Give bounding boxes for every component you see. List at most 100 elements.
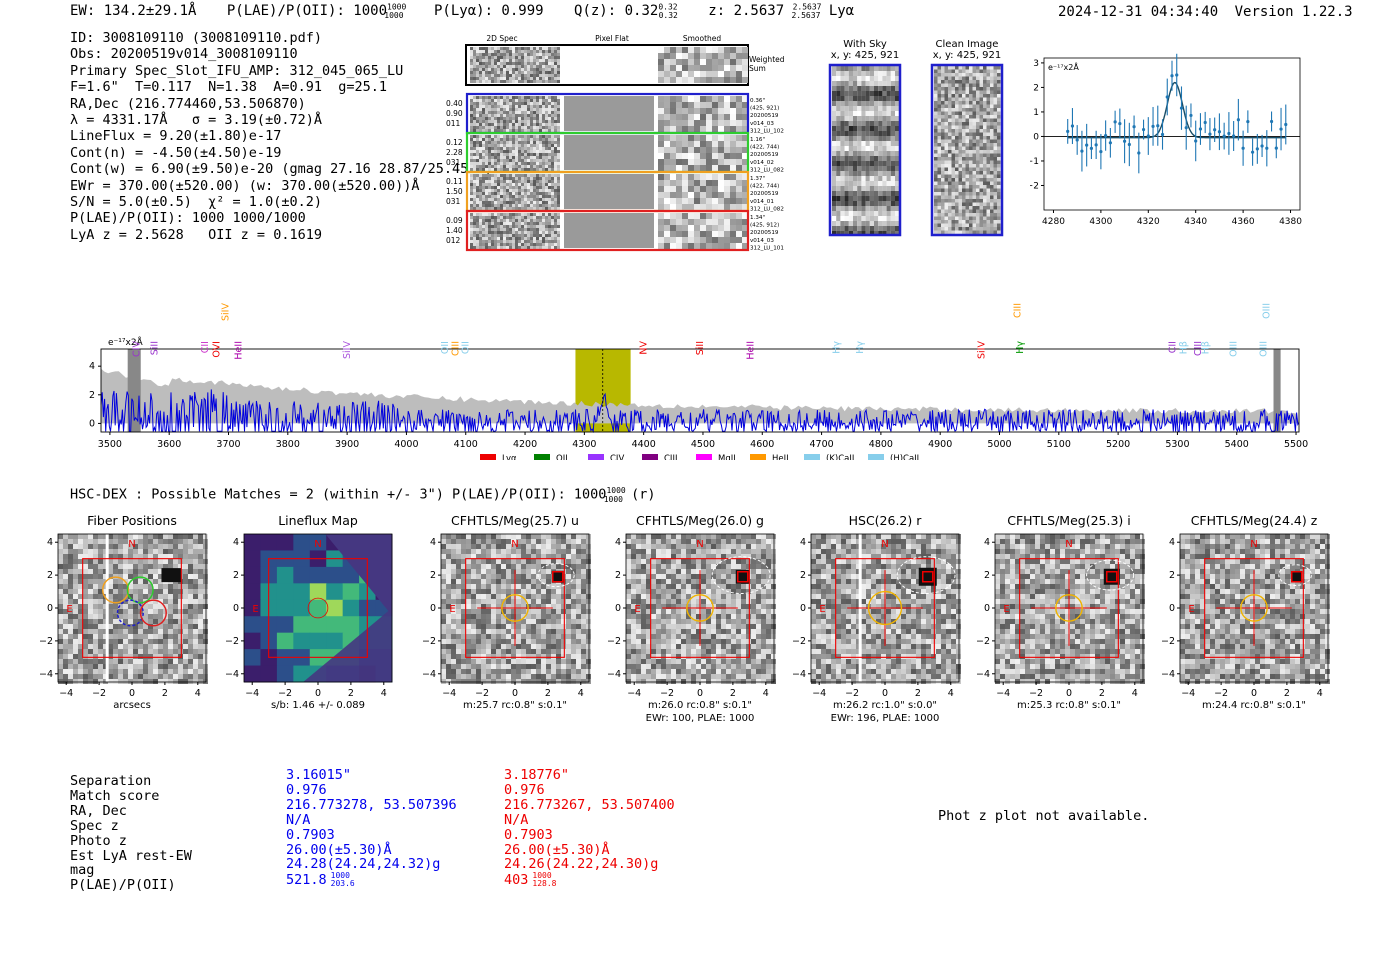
east-label: E xyxy=(1188,604,1194,615)
fit-data-point xyxy=(1284,104,1288,145)
cutout-ytick-label: 0 xyxy=(233,603,239,614)
spec-xtick-label: 4000 xyxy=(394,439,418,450)
summary-line: Obs: 20200519v014_3008109110 xyxy=(70,46,298,63)
svg-text:OII: OII xyxy=(461,341,472,354)
north-label: N xyxy=(696,539,703,550)
fiber-meta: v014_03 xyxy=(750,238,774,244)
spec-xtick-label: 3500 xyxy=(98,439,122,450)
svg-text:OII: OII xyxy=(556,454,568,460)
fit-data-point xyxy=(1217,113,1222,151)
cutout-title: CFHTLS/Meg(25.7) u xyxy=(451,513,579,528)
fiber-meta: 20200519 xyxy=(750,113,779,119)
match-label: Spec z xyxy=(70,817,119,834)
emission-line-label: SiIV xyxy=(342,341,353,359)
fiber-meta: 20200519 xyxy=(750,230,779,236)
match-red-value: 3.18776" xyxy=(504,767,570,783)
fiber-stat: 0.11 xyxy=(446,177,463,186)
fit-data-point xyxy=(1170,60,1174,91)
fit-ytick-label: −1 xyxy=(1030,157,1039,167)
emission-line-label: SiII xyxy=(149,341,160,355)
spec-xtick-label: 4900 xyxy=(928,439,952,450)
match-blue-value: 521.8 1000 203.6 xyxy=(286,871,355,889)
fit-data-point xyxy=(1108,127,1112,158)
header-bar: EW: 134.2±29.1Å P(LAE)/P(OII): 100010001… xyxy=(70,2,876,20)
image-cutouts-row: Fiber Positions N E −4 −2 0 2 4 4 2 0 −2 −4 arcsecs Li… xyxy=(40,513,1330,724)
fit-data-point xyxy=(1094,130,1098,160)
cutout-xtick-label: −4 xyxy=(1181,688,1195,699)
fit-data-point xyxy=(1175,53,1179,97)
aperture-circle xyxy=(686,594,714,622)
match-ellipse xyxy=(896,556,956,595)
fiber-pixel-flat xyxy=(564,96,654,131)
fiber-stat: 031 xyxy=(446,197,461,206)
east-label: E xyxy=(252,604,258,615)
cutout-xtick-label: 4 xyxy=(195,688,201,699)
emission-line-label: HeII xyxy=(745,341,756,360)
cutout-xtick-label: 4 xyxy=(578,688,584,699)
emission-line-label: Hβ xyxy=(1178,341,1189,354)
fit-data-point xyxy=(1089,137,1094,160)
header-qz: Q(z): 0.320.320.32 xyxy=(574,2,678,21)
match-red-value: 24.26(24.22,24.30)g xyxy=(504,856,659,873)
svg-text:SiIV: SiIV xyxy=(977,341,988,359)
spec-xtick-label: 3700 xyxy=(216,439,240,450)
north-label: N xyxy=(314,539,321,550)
fiber-meta: 0.36" xyxy=(750,98,765,104)
fiber-stat: 0.09 xyxy=(446,216,463,225)
cutout-title: HSC(26.2) r xyxy=(849,513,923,528)
cutout-ytick-label: −4 xyxy=(1161,669,1175,680)
emission-line-label: Hγ xyxy=(1015,341,1026,354)
fiber-meta: 1.37" xyxy=(750,176,765,182)
cutout-ytick-label: 0 xyxy=(430,603,436,614)
fiber-meta: 1.34" xyxy=(750,215,765,221)
svg-text:OII: OII xyxy=(440,341,451,354)
spec-ytick-label: 0 xyxy=(89,418,95,429)
cutout-xtick-label: 0 xyxy=(1251,688,1257,699)
svg-text:CIII: CIII xyxy=(1193,341,1204,356)
fit-ytick-label: 1 xyxy=(1033,108,1039,118)
cutout-xtick-label: −2 xyxy=(660,688,674,699)
cutout-caption: m:25.7 rc:0.8" s:0.1" xyxy=(463,700,567,711)
cutout-title: Fiber Positions xyxy=(87,513,177,528)
fit-xtick-label: 4340 xyxy=(1184,217,1207,227)
weighted-sum-label: Sum xyxy=(749,64,766,73)
fiber-meta: 312_LU_102 xyxy=(750,128,784,134)
full-spectrum-plot: 3500 3600 3700 3800 3900 4000 4100 4200 4300 4400… xyxy=(89,303,1308,460)
fit-data-point xyxy=(1203,111,1207,134)
spectrum-axes xyxy=(100,348,1300,433)
sky-panel-frame xyxy=(930,63,1004,237)
fit-data-point xyxy=(1227,112,1231,155)
svg-text:OIII: OIII xyxy=(1229,341,1240,357)
cutout-header: 2D Spec xyxy=(486,34,517,43)
fit-data-point xyxy=(1137,132,1141,174)
timestamp: 2024-12-31 04:34:40 Version 1.22.3 xyxy=(1058,4,1353,20)
cutout-ytick-label: 4 xyxy=(800,537,806,548)
cutout-xtick-label: 0 xyxy=(315,688,321,699)
fit-unit-label: e⁻¹⁷x2Å xyxy=(1048,61,1079,72)
cutout-ytick-label: 4 xyxy=(615,537,621,548)
fiber-stat: 0.90 xyxy=(446,109,463,118)
fit-data-point xyxy=(1075,125,1079,155)
spec-xtick-label: 4300 xyxy=(572,439,596,450)
spec-legend-item: CIII xyxy=(642,454,677,460)
fiber-smoothed xyxy=(658,135,748,171)
fit-xtick-label: 4320 xyxy=(1137,217,1160,227)
detection-summary: ID: 3008109110 (3008109110.pdf) Obs: 2020… xyxy=(70,30,493,243)
svg-text:HeII: HeII xyxy=(745,341,756,360)
svg-text:SiIV: SiIV xyxy=(221,303,232,321)
match-marker xyxy=(552,571,564,583)
fit-xtick-label: 4300 xyxy=(1089,217,1112,227)
header-z: z: 2.5637 2.56372.5637 Lyα xyxy=(708,2,855,21)
summary-line: λ = 4331.17Å σ = 3.19(±0.72)Å xyxy=(70,112,322,129)
match-blue-column: 3.16015" 0.976 216.773278, 53.507396 N/A 0.7… xyxy=(286,768,457,888)
spec-legend-item: (H)CaII xyxy=(868,454,919,460)
svg-text:Lyα: Lyα xyxy=(502,454,517,460)
weighted-sum-2d xyxy=(470,47,560,83)
spec-xtick-label: 5200 xyxy=(1106,439,1130,450)
summary-line: P(LAE)/P(OII): 1000 1000/1000 xyxy=(70,210,306,227)
svg-text:CII: CII xyxy=(1168,341,1179,353)
fit-ytick-label: 2 xyxy=(1033,83,1039,93)
summary-line: LineFlux = 9.20(±1.80)e-17 xyxy=(70,128,282,145)
cutout-header: Pixel Flat xyxy=(595,34,629,43)
